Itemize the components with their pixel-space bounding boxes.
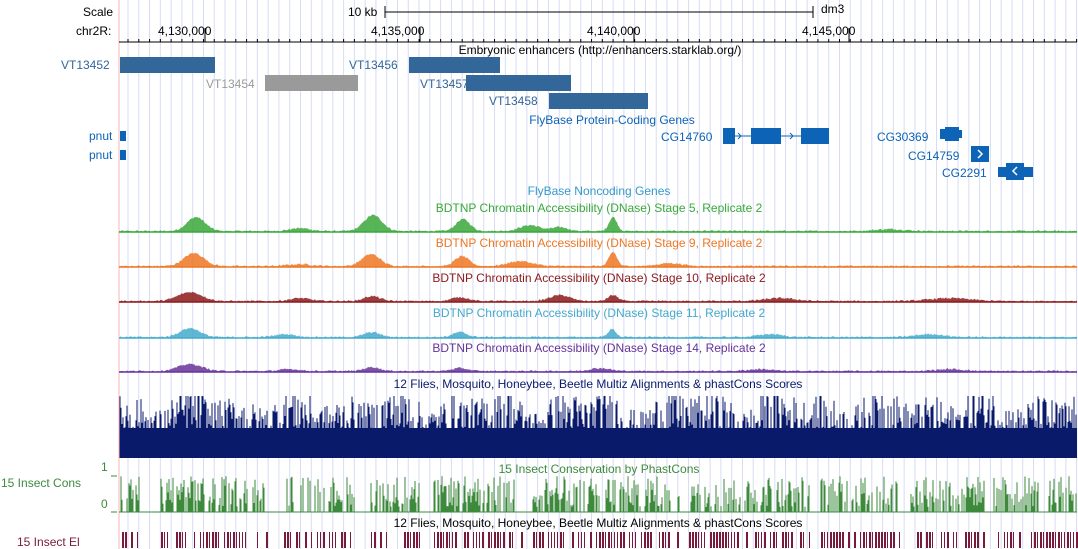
strand-arrow bbox=[977, 149, 984, 159]
strand-arrow bbox=[789, 132, 794, 140]
gene-label[interactable]: CG14760 bbox=[661, 130, 713, 144]
phastcons-signal bbox=[120, 476, 1077, 512]
ruler-position: 4,130,000 bbox=[158, 24, 212, 38]
ruler-position: 4,145,000 bbox=[802, 24, 856, 38]
scale-value: 10 kb bbox=[348, 5, 378, 19]
strand-arrow bbox=[1011, 166, 1018, 176]
track-title-multiz[interactable]: 12 Flies, Mosquito, Honeybee, Beetle Mul… bbox=[393, 377, 803, 391]
elements-left-label[interactable]: 15 Insect El bbox=[17, 535, 80, 549]
track-title-dnase[interactable]: BDTNP Chromatin Accessibility (DNase) St… bbox=[435, 236, 763, 250]
gene-label[interactable]: CG30369 bbox=[877, 130, 929, 144]
gene-exon bbox=[971, 146, 989, 162]
enhancer-label[interactable]: VT13456 bbox=[349, 58, 398, 72]
gene-label[interactable]: CG14759 bbox=[908, 149, 960, 163]
gene-exon bbox=[751, 128, 781, 144]
enhancer-label[interactable]: VT13452 bbox=[61, 58, 110, 72]
phastcons-axis-max: 1 bbox=[101, 460, 108, 474]
track-title-elements[interactable]: 12 Flies, Mosquito, Honeybee, Beetle Mul… bbox=[393, 516, 803, 530]
strand-arrow bbox=[737, 132, 742, 140]
ruler-position: 4,135,000 bbox=[371, 24, 425, 38]
enhancer-bar bbox=[549, 93, 648, 109]
enhancer-bar bbox=[265, 75, 358, 91]
gene-exon bbox=[940, 129, 946, 139]
gene-exon bbox=[801, 128, 829, 144]
gene-exon bbox=[120, 150, 126, 160]
track-title-genes[interactable]: FlyBase Protein-Coding Genes bbox=[529, 113, 695, 127]
ruler-position: 4,140,000 bbox=[587, 24, 641, 38]
enhancer-label[interactable]: VT13457 bbox=[420, 77, 469, 91]
track-title-dnase[interactable]: BDTNP Chromatin Accessibility (DNase) St… bbox=[432, 306, 766, 320]
dnase-signal bbox=[119, 214, 1077, 232]
dnase-signal bbox=[119, 252, 1077, 267]
gene-exon bbox=[723, 128, 735, 144]
enhancer-label[interactable]: VT13458 bbox=[489, 94, 538, 108]
dnase-signal bbox=[119, 363, 1077, 372]
strand-arrow bbox=[759, 132, 764, 140]
enhancer-bar bbox=[466, 75, 571, 91]
conserved-elements bbox=[122, 532, 1078, 548]
track-title-noncoding[interactable]: FlyBase Noncoding Genes bbox=[527, 184, 671, 198]
enhancer-bar bbox=[120, 57, 215, 73]
dnase-signal bbox=[119, 291, 1077, 302]
gene-exon bbox=[1006, 163, 1024, 180]
enhancer-bar bbox=[409, 57, 500, 73]
assembly-label: dm3 bbox=[821, 2, 845, 16]
gene-exon bbox=[958, 130, 962, 138]
enhancer-label[interactable]: VT13454 bbox=[206, 77, 255, 91]
scale-label: Scale bbox=[83, 5, 114, 19]
gene-label[interactable]: CG2291 bbox=[942, 166, 987, 180]
track-title-phastcons[interactable]: 15 Insect Conservation by PhastCons bbox=[498, 462, 700, 476]
multiz-signal bbox=[119, 396, 1077, 458]
track-title-dnase[interactable]: BDTNP Chromatin Accessibility (DNase) St… bbox=[432, 341, 766, 355]
phastcons-axis-min: 0 bbox=[101, 497, 108, 511]
track-title-enhancers[interactable]: Embryonic enhancers (http://enhancers.st… bbox=[458, 43, 742, 57]
gene-label[interactable]: pnut bbox=[89, 129, 113, 143]
gene-exon bbox=[945, 127, 959, 141]
gene-exon bbox=[120, 131, 126, 141]
dnase-signal bbox=[119, 327, 1077, 338]
phastcons-left-label[interactable]: 15 Insect Cons bbox=[1, 476, 82, 490]
gene-label[interactable]: pnut bbox=[89, 148, 113, 162]
track-title-dnase[interactable]: BDTNP Chromatin Accessibility (DNase) St… bbox=[435, 201, 763, 215]
chrom-label: chr2R: bbox=[76, 24, 112, 38]
track-title-dnase[interactable]: BDTNP Chromatin Accessibility (DNase) St… bbox=[432, 271, 766, 285]
